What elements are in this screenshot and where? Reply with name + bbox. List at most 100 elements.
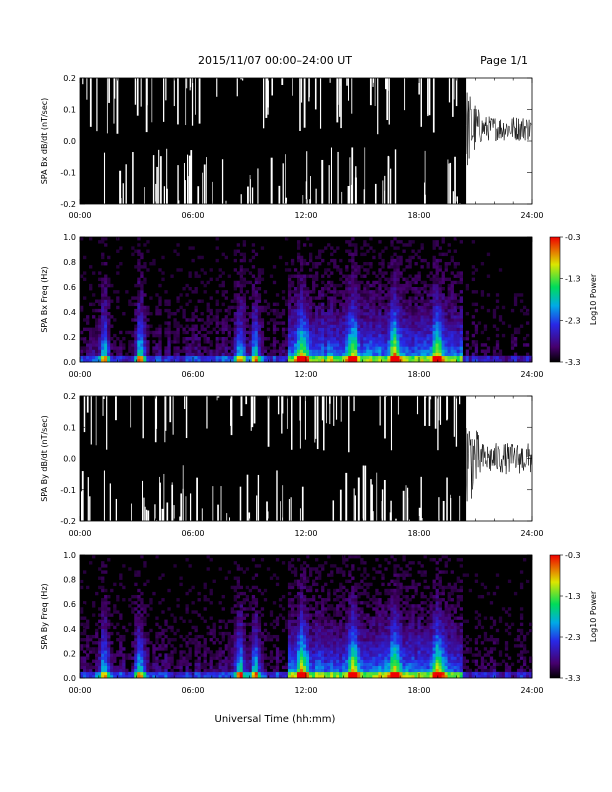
spectrogram-cell [444,299,448,303]
spectrogram-cell [312,656,316,660]
spectrogram-cell [119,644,123,648]
spectrogram-cell [432,315,436,319]
spectrogram-cell [173,324,177,328]
spectrogram-cell [206,337,210,341]
spectrogram-cell [438,252,442,257]
y-tick-label: 0.0 [63,455,76,464]
spectrogram-cell [146,330,150,335]
spectrogram-cell [125,653,129,657]
spectrogram-cell [438,327,442,332]
spectrogram-cell [197,641,201,645]
spectrogram-cell [104,647,108,651]
spectrogram-cell [321,293,325,297]
spectrogram-cell [444,327,448,332]
spectrogram-cell [98,576,102,580]
spectrogram-cell [143,634,147,639]
spectrogram-cell [330,271,334,275]
spectrogram-cell [378,337,382,341]
spectrogram-cell [221,340,225,344]
spectrogram-cell [89,283,93,288]
spectrogram-cell [185,656,189,660]
signal-gap [147,510,150,521]
signal-gap [217,504,219,521]
spectrogram-cell [357,268,361,272]
spectrogram-cell [372,330,376,335]
spectrogram-cell [107,302,111,307]
spectrogram-cell [327,315,331,319]
spectrogram-cell [321,318,325,322]
spectrogram-cell [459,299,463,303]
spectrogram-cell [516,330,521,335]
spectrogram-cell [269,610,274,614]
spectrogram-cell [435,337,439,341]
spectrogram-cell [312,358,316,363]
spectrogram-cell [408,265,412,269]
spectrogram-cell [290,619,295,623]
spectrogram-cell [435,296,439,300]
spectrogram-cell [176,296,180,300]
spectrogram-cell [281,355,286,360]
spectrogram-cell [173,355,177,360]
x-tick-label: 18:00 [407,529,430,538]
spectrogram-cell [278,321,283,325]
spectrogram-cell [272,318,277,322]
spectrogram-cell [444,321,448,325]
spectrogram-cell [309,255,313,260]
spectrogram-cell [254,610,259,614]
spectrogram-cell [287,619,292,623]
spectrogram-cell [197,355,201,360]
spectrogram-cell [290,582,295,587]
spectrogram-cell [98,650,102,654]
spectrogram-cell [113,582,117,587]
spectrogram-cell [140,308,144,313]
spectrogram-cell [266,671,271,676]
spectrogram-cell [296,290,301,294]
spectrogram-cell [417,255,421,260]
spectrogram-cell [441,312,445,316]
spectrogram-cell [98,321,102,325]
spectrogram-cell [414,343,418,347]
spectrogram-cell [233,634,237,639]
spectrogram-cell [447,333,451,338]
spectrogram-cell [432,349,436,353]
spectrogram-cell [318,622,322,627]
spectrogram-cell [164,619,168,623]
spectrogram-cell [161,255,165,260]
spectrogram-cell [92,327,96,332]
spectrogram-cell [306,262,310,266]
spectrogram-cell [188,346,192,350]
spectrogram-cell [438,358,442,363]
spectrogram-cell [293,296,298,300]
spectrogram-cell [101,668,105,673]
spectrogram-cell [260,647,265,651]
spectrogram-cell [378,358,382,363]
spectrogram-cell [233,622,237,627]
spectrogram-cell [287,287,292,291]
spectrogram-cell [236,576,240,580]
spectrogram-cell [290,355,295,360]
spectrogram-cell [369,321,373,325]
spectrogram-cell [318,330,322,335]
spectrogram-cell [104,616,108,620]
spectrogram-cell [336,308,340,313]
spectrogram-cell [242,315,247,319]
spectrogram-cell [107,255,111,260]
spectrogram-cell [357,340,361,344]
spectrogram-cell [312,644,316,648]
signal-gap [315,396,317,439]
signal-gap [429,396,431,410]
spectrogram-cell [107,283,111,288]
spectrogram-cell [251,283,256,288]
x-tick-label: 06:00 [181,370,204,379]
spectrogram-cell [224,315,228,319]
spectrogram-cell [399,308,403,313]
spectrogram-cell [137,355,141,360]
spectrogram-cell [290,290,295,294]
spectrogram-cell [206,349,210,353]
spectrogram-cell [417,277,421,282]
spectrogram-cell [86,340,90,344]
spectrogram-cell [257,625,262,630]
spectrogram-cell [230,352,234,357]
spectrogram-cell [278,674,283,679]
spectrogram-cell [140,287,144,291]
